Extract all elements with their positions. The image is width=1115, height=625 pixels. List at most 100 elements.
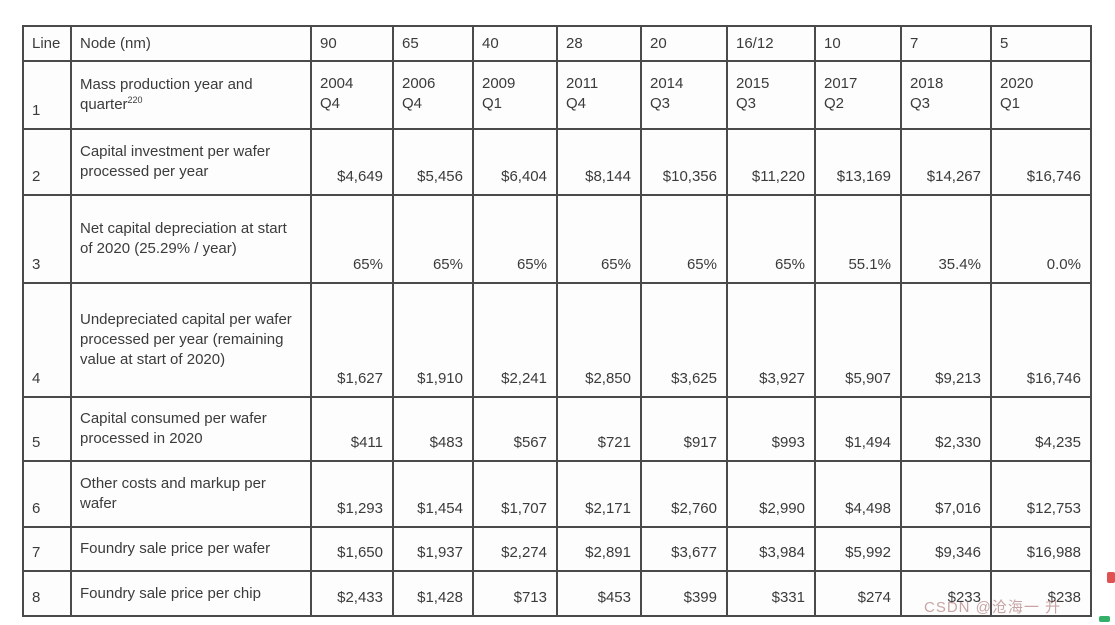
value-cell: 65%: [640, 194, 728, 284]
value-cell: $12,753: [990, 460, 1092, 528]
value-cell: $5,456: [392, 128, 474, 196]
column-header: 20: [640, 25, 728, 62]
value-cell: $1,627: [310, 282, 394, 398]
value-cell: 2015 Q3: [726, 60, 816, 130]
value-cell: $399: [640, 570, 728, 617]
table-row: 5 Capital consumed per wafer processed in…: [22, 396, 1092, 462]
value-cell: $1,650: [310, 526, 394, 572]
line-number-cell: 7: [22, 526, 72, 572]
red-artifact-mark: [1107, 572, 1115, 583]
value-cell: $917: [640, 396, 728, 462]
value-cell: 0.0%: [990, 194, 1092, 284]
table-row: 8 Foundry sale price per chip $2,433 $1,428…: [22, 570, 1092, 617]
line-number-cell: 8: [22, 570, 72, 617]
table-row: 2 Capital investment per wafer processed …: [22, 128, 1092, 196]
value-cell: 2006 Q4: [392, 60, 474, 130]
value-cell: $331: [726, 570, 816, 617]
value-cell: $8,144: [556, 128, 642, 196]
value-cell: $16,988: [990, 526, 1092, 572]
column-header: 10: [814, 25, 902, 62]
row-label-cell: Foundry sale price per chip: [70, 570, 312, 617]
line-number-cell: 1: [22, 60, 72, 130]
value-cell: 2011 Q4: [556, 60, 642, 130]
value-cell: $3,677: [640, 526, 728, 572]
value-cell: $9,213: [900, 282, 992, 398]
value-cell: $4,649: [310, 128, 394, 196]
value-cell: $4,235: [990, 396, 1092, 462]
value-cell: 65%: [392, 194, 474, 284]
value-cell: 65%: [310, 194, 394, 284]
row-label-cell: Net capital depreciation at start of 202…: [70, 194, 312, 284]
row-label-cell: Undepreciated capital per wafer processe…: [70, 282, 312, 398]
line-number-cell: 5: [22, 396, 72, 462]
value-cell: $5,907: [814, 282, 902, 398]
row-label-cell: Capital consumed per wafer processed in …: [70, 396, 312, 462]
value-cell: $16,746: [990, 282, 1092, 398]
value-cell: $14,267: [900, 128, 992, 196]
column-header: 5: [990, 25, 1092, 62]
value-cell: 2018 Q3: [900, 60, 992, 130]
line-number-cell: 3: [22, 194, 72, 284]
value-cell: $7,016: [900, 460, 992, 528]
row-label-cell: Mass production year and quarter220: [70, 60, 312, 130]
header-row: Line Node (nm) 90 65 40 28 20 16/12 10 7 5: [22, 25, 1092, 62]
value-cell: $721: [556, 396, 642, 462]
value-cell: $238: [990, 570, 1092, 617]
value-cell: $5,992: [814, 526, 902, 572]
value-cell: $2,990: [726, 460, 816, 528]
value-cell: $3,927: [726, 282, 816, 398]
table-row: 6 Other costs and markup per wafer $1,293 $…: [22, 460, 1092, 528]
value-cell: $10,356: [640, 128, 728, 196]
value-cell: $2,850: [556, 282, 642, 398]
green-artifact-mark: [1099, 616, 1110, 622]
table-row: 3 Net capital depreciation at start of 20…: [22, 194, 1092, 284]
cost-table-body: 1 Mass production year and quarter220 2004…: [22, 60, 1092, 617]
value-cell: $2,171: [556, 460, 642, 528]
value-cell: $2,760: [640, 460, 728, 528]
value-cell: 2009 Q1: [472, 60, 558, 130]
node-cost-table: Line Node (nm) 90 65 40 28 20 16/12 10 7 5 1 Mass p…: [22, 25, 1092, 617]
value-cell: $16,746: [990, 128, 1092, 196]
value-cell: $3,625: [640, 282, 728, 398]
value-cell: 65%: [556, 194, 642, 284]
row-label-cell: Capital investment per wafer processed p…: [70, 128, 312, 196]
value-cell: $2,330: [900, 396, 992, 462]
value-cell: $713: [472, 570, 558, 617]
column-header: 90: [310, 25, 394, 62]
value-cell: $3,984: [726, 526, 816, 572]
column-header: Line: [22, 25, 72, 62]
value-cell: $567: [472, 396, 558, 462]
value-cell: 2004 Q4: [310, 60, 394, 130]
column-header: 65: [392, 25, 474, 62]
row-label-cell: Foundry sale price per wafer: [70, 526, 312, 572]
value-cell: $274: [814, 570, 902, 617]
value-cell: $453: [556, 570, 642, 617]
line-number-cell: 4: [22, 282, 72, 398]
value-cell: $11,220: [726, 128, 816, 196]
value-cell: $13,169: [814, 128, 902, 196]
column-header: 40: [472, 25, 558, 62]
value-cell: $1,937: [392, 526, 474, 572]
value-cell: $411: [310, 396, 394, 462]
value-cell: 2020 Q1: [990, 60, 1092, 130]
value-cell: $4,498: [814, 460, 902, 528]
column-header: 16/12: [726, 25, 816, 62]
row-label-cell: Other costs and markup per wafer: [70, 460, 312, 528]
value-cell: 65%: [726, 194, 816, 284]
value-cell: $1,293: [310, 460, 394, 528]
table-row: 1 Mass production year and quarter220 2004…: [22, 60, 1092, 130]
value-cell: 55.1%: [814, 194, 902, 284]
value-cell: $2,274: [472, 526, 558, 572]
table-row: 4 Undepreciated capital per wafer process…: [22, 282, 1092, 398]
value-cell: $483: [392, 396, 474, 462]
value-cell: $1,910: [392, 282, 474, 398]
value-cell: $1,494: [814, 396, 902, 462]
value-cell: $6,404: [472, 128, 558, 196]
table-header: Line Node (nm) 90 65 40 28 20 16/12 10 7 5: [22, 25, 1092, 62]
value-cell: 2017 Q2: [814, 60, 902, 130]
value-cell: $1,454: [392, 460, 474, 528]
footnote-ref: 220: [127, 95, 143, 105]
value-cell: $1,428: [392, 570, 474, 617]
value-cell: $2,433: [310, 570, 394, 617]
